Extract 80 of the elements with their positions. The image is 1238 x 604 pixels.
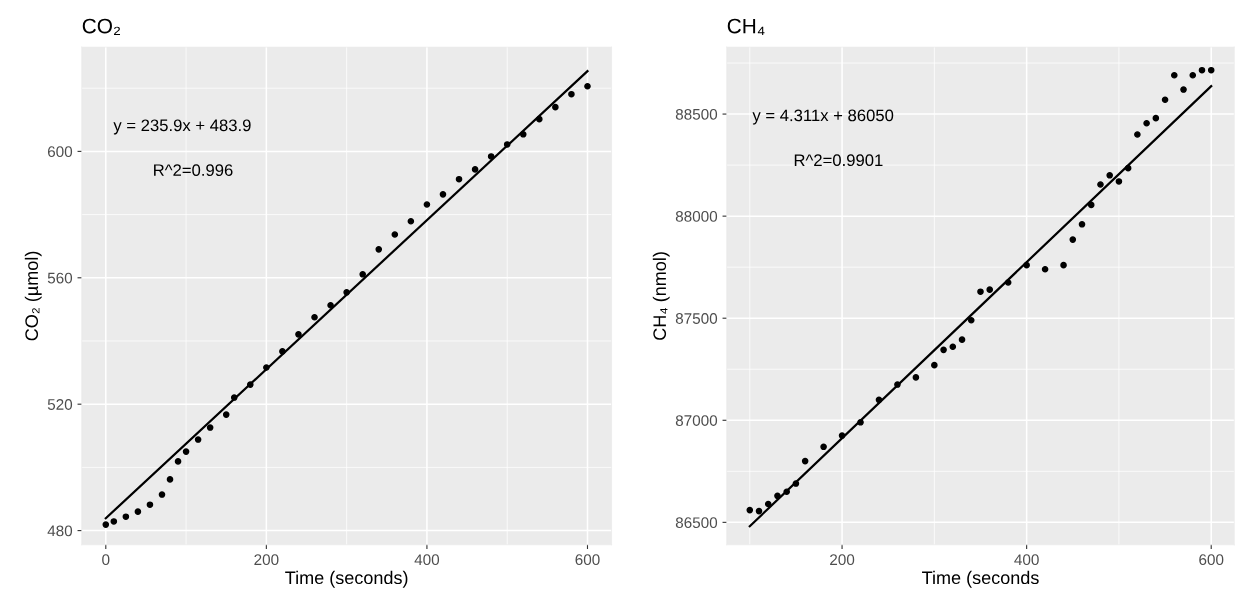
point [755, 507, 763, 515]
x-tick-label: 600 [1199, 554, 1224, 566]
point [1115, 178, 1123, 185]
annotation: y = 4.311x + 86050 [752, 109, 894, 125]
point [391, 231, 399, 238]
point [1041, 265, 1049, 273]
y-tick-label: 560 [47, 272, 73, 284]
point [977, 288, 984, 295]
point [439, 191, 447, 198]
point [102, 521, 110, 528]
point [931, 361, 938, 369]
point [746, 506, 754, 514]
y-tick-label: 520 [47, 399, 73, 410]
annotation: y = 235.9x + 483.9 [113, 119, 251, 135]
chart-title: CO₂ [82, 18, 121, 35]
point [174, 458, 182, 465]
point [1078, 221, 1086, 228]
point [455, 175, 463, 183]
point [110, 518, 118, 525]
point [1171, 71, 1178, 79]
point [1106, 172, 1113, 179]
point [1069, 236, 1077, 243]
point [958, 336, 966, 343]
point [1097, 181, 1104, 188]
y-tick-label: 87500 [675, 313, 718, 324]
x-tick-label: 400 [414, 554, 440, 566]
x-tick-label: 400 [1014, 554, 1039, 566]
point [122, 513, 130, 520]
point [1152, 114, 1160, 122]
point [1060, 261, 1067, 269]
x-tick-label: 200 [830, 554, 855, 566]
y-tick-label: 88000 [675, 211, 718, 222]
point [206, 424, 214, 431]
point [1189, 71, 1197, 79]
point [158, 491, 166, 498]
point [949, 343, 957, 351]
x-tick-label: 600 [575, 554, 600, 566]
point [375, 246, 383, 253]
point [194, 436, 202, 443]
point [311, 313, 318, 321]
point [407, 217, 415, 225]
point [1180, 86, 1187, 93]
point [940, 346, 947, 354]
point [584, 83, 591, 90]
point [764, 500, 772, 508]
x-tick-label: 200 [254, 554, 279, 566]
point [295, 331, 302, 338]
point [801, 457, 809, 465]
point [182, 448, 190, 455]
x-axis-title: Time (seconds [922, 570, 1039, 588]
annotation: R^2=0.996 [154, 164, 233, 177]
y-axis-title: CO₂ (µmol) [24, 251, 42, 341]
point [1134, 131, 1141, 138]
point [552, 103, 559, 111]
point [222, 411, 230, 418]
point [1161, 96, 1169, 104]
y-tick-label: 600 [47, 146, 73, 158]
x-axis-title: Time (seconds) [285, 570, 408, 588]
point [423, 201, 431, 208]
chart-title: CH₄ [727, 18, 765, 35]
y-tick-label: 86500 [675, 517, 718, 529]
point [912, 374, 920, 381]
point [986, 286, 994, 293]
y-axis-title: CH₄ (nmol) [652, 252, 670, 340]
point [820, 443, 827, 451]
point [166, 476, 174, 483]
point [967, 316, 975, 324]
y-tick-label: 87000 [675, 415, 718, 426]
x-tick-label: 0 [102, 554, 110, 566]
point [146, 501, 154, 508]
point [134, 508, 142, 515]
point [1207, 66, 1215, 74]
point [1198, 66, 1206, 74]
point [471, 166, 479, 173]
annotation: R^2=0.9901 [794, 154, 883, 167]
y-tick-label: 480 [47, 525, 73, 537]
point [359, 271, 366, 278]
point [1143, 119, 1150, 127]
point [568, 90, 575, 98]
y-tick-label: 88500 [675, 108, 718, 120]
